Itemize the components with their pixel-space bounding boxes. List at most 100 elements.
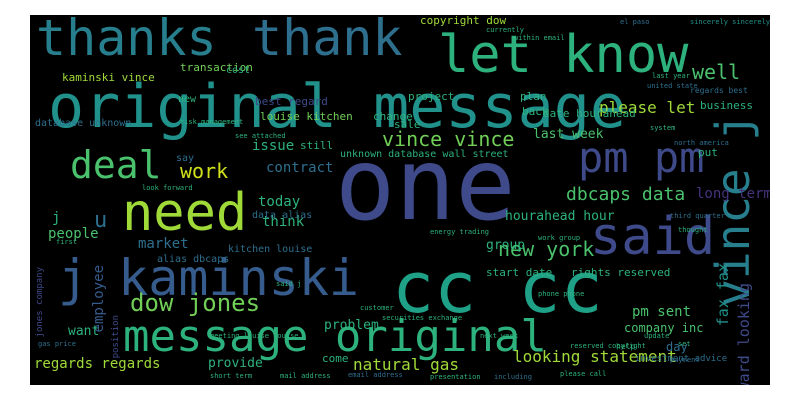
- word-reserved-copyright: reserved copyright: [570, 342, 646, 350]
- word-position: position: [111, 315, 121, 359]
- word-regards-best: regards best: [690, 86, 748, 95]
- word-natural-gas: natural gas: [353, 355, 459, 374]
- word-system: system: [650, 124, 676, 132]
- word-contract: contract: [266, 160, 334, 176]
- word-work-group: work group: [538, 234, 581, 242]
- word-deal: deal: [70, 143, 162, 187]
- word-see-attached: see attached: [235, 132, 286, 140]
- word-regards-regards: regards regards: [34, 356, 161, 372]
- word-still: still: [300, 139, 334, 152]
- word-united-state: united state: [647, 82, 698, 90]
- word-vince-vince: vince vince: [382, 127, 515, 151]
- word-people: people: [48, 226, 99, 242]
- word-cost: cost: [226, 65, 251, 76]
- word-investment-advice: investment advice: [635, 354, 728, 364]
- word-forward-looking: forward looking: [735, 283, 753, 385]
- word-message-original: message original: [123, 311, 547, 362]
- word-phone-phone: phone phone: [538, 290, 585, 298]
- word-u: u: [94, 208, 108, 233]
- word-one: one: [335, 126, 516, 243]
- word-thank: thank: [252, 15, 403, 67]
- word-say: say: [176, 153, 195, 164]
- word-securities-exchange: securities exchange: [382, 314, 463, 322]
- word-let-know: let know: [438, 25, 689, 85]
- word-third-quarter: third quarter: [670, 212, 725, 220]
- word-come: come: [322, 352, 349, 365]
- word-please-call: please call: [560, 370, 607, 378]
- word-looking-statement: looking statement: [513, 347, 677, 366]
- word-company-inc: company inc: [624, 321, 704, 335]
- word-north-america: north america: [674, 139, 729, 147]
- word-kitchen-louise: kitchen louise: [228, 244, 313, 255]
- word-market: market: [138, 236, 189, 252]
- word-fax-fax: fax fax: [714, 263, 732, 327]
- word-employee: employee: [91, 265, 107, 333]
- word-last-year: last year: [652, 72, 690, 80]
- word-start-date: start date: [486, 266, 553, 279]
- word-date-hourahead: date hourahead: [543, 107, 636, 120]
- word-group: group: [486, 238, 526, 253]
- word-mail-address: mail address: [280, 372, 331, 380]
- word-risk-management: risk management: [180, 118, 244, 126]
- word-best-regard: best regard: [255, 95, 328, 108]
- word-project: project: [408, 90, 455, 103]
- word-pm-sent: pm sent: [632, 304, 692, 320]
- word-presentation: presentation: [430, 373, 481, 381]
- word-j-small: j: [52, 210, 61, 226]
- word-customer: customer: [360, 304, 394, 312]
- word-email-address: email address: [348, 371, 403, 379]
- word-back: back: [522, 105, 549, 118]
- word-thought: thought: [678, 226, 708, 234]
- word-dbcaps-data: dbcaps data: [566, 184, 686, 205]
- word-rights-reserved: rights reserved: [571, 266, 671, 279]
- word-cc-cc: cc cc: [392, 247, 603, 329]
- word-problem: problem: [324, 318, 379, 333]
- word-copyright-dow: copyright dow: [420, 15, 507, 27]
- word-sincerely: sincerely sincerely: [690, 18, 770, 26]
- word-put: put: [698, 146, 718, 159]
- word-j-kaminski: j kaminski: [58, 249, 360, 307]
- word-look-forward: look forward: [142, 184, 193, 192]
- word-first: first: [56, 238, 78, 246]
- word-kaminski-vince: kaminski vince: [62, 71, 155, 84]
- word-new: new: [178, 94, 197, 105]
- word-including: including: [494, 373, 532, 381]
- word-day: day: [666, 340, 688, 354]
- word-hourahead-hour: hourahead hour: [505, 209, 615, 224]
- word-new-york: new york: [498, 237, 595, 261]
- word-pm-pm: pm pm: [578, 133, 705, 182]
- word-well: well: [692, 60, 741, 84]
- word-plan: plan: [520, 90, 547, 103]
- word-meeting: meeting louise louise: [210, 332, 299, 340]
- word-provide: provide: [208, 356, 263, 371]
- word-database-unknown: database unknown: [35, 118, 132, 129]
- word-payment: payment: [670, 356, 700, 364]
- word-last-week: last week: [533, 127, 604, 142]
- word-el-paso: el paso: [620, 18, 650, 26]
- word-update: update: [644, 332, 670, 340]
- word-business: business: [700, 99, 753, 112]
- word-within-email: within email: [514, 34, 565, 42]
- word-transaction: transaction: [180, 61, 253, 74]
- word-help: help: [616, 342, 636, 351]
- word-short-term: short term: [210, 372, 253, 380]
- word-said-j: said j: [276, 280, 302, 288]
- word-thanks: thanks: [36, 15, 217, 67]
- word-next-week: next week: [480, 332, 518, 340]
- word-sale: sale: [394, 118, 421, 131]
- word-long-term: long term: [696, 186, 770, 202]
- word-original-message: original message: [48, 72, 626, 142]
- word-think: think: [262, 214, 305, 230]
- word-unknown-database: unknown database wall street: [340, 149, 509, 160]
- word-jones-company: jones company: [35, 267, 45, 338]
- word-said: said: [590, 207, 716, 267]
- word-cloud: original message one thanks thank let kn…: [30, 15, 770, 385]
- word-currently: currently: [486, 26, 524, 34]
- word-dow-jones: dow jones: [130, 289, 261, 317]
- word-today: today: [258, 194, 301, 210]
- word-louise-kitchen: louise kitchen: [260, 110, 353, 123]
- word-gas-price: gas price: [38, 340, 76, 348]
- word-set: set: [678, 340, 691, 348]
- word-issue: issue: [252, 138, 295, 154]
- word-please-let: please let: [599, 98, 696, 117]
